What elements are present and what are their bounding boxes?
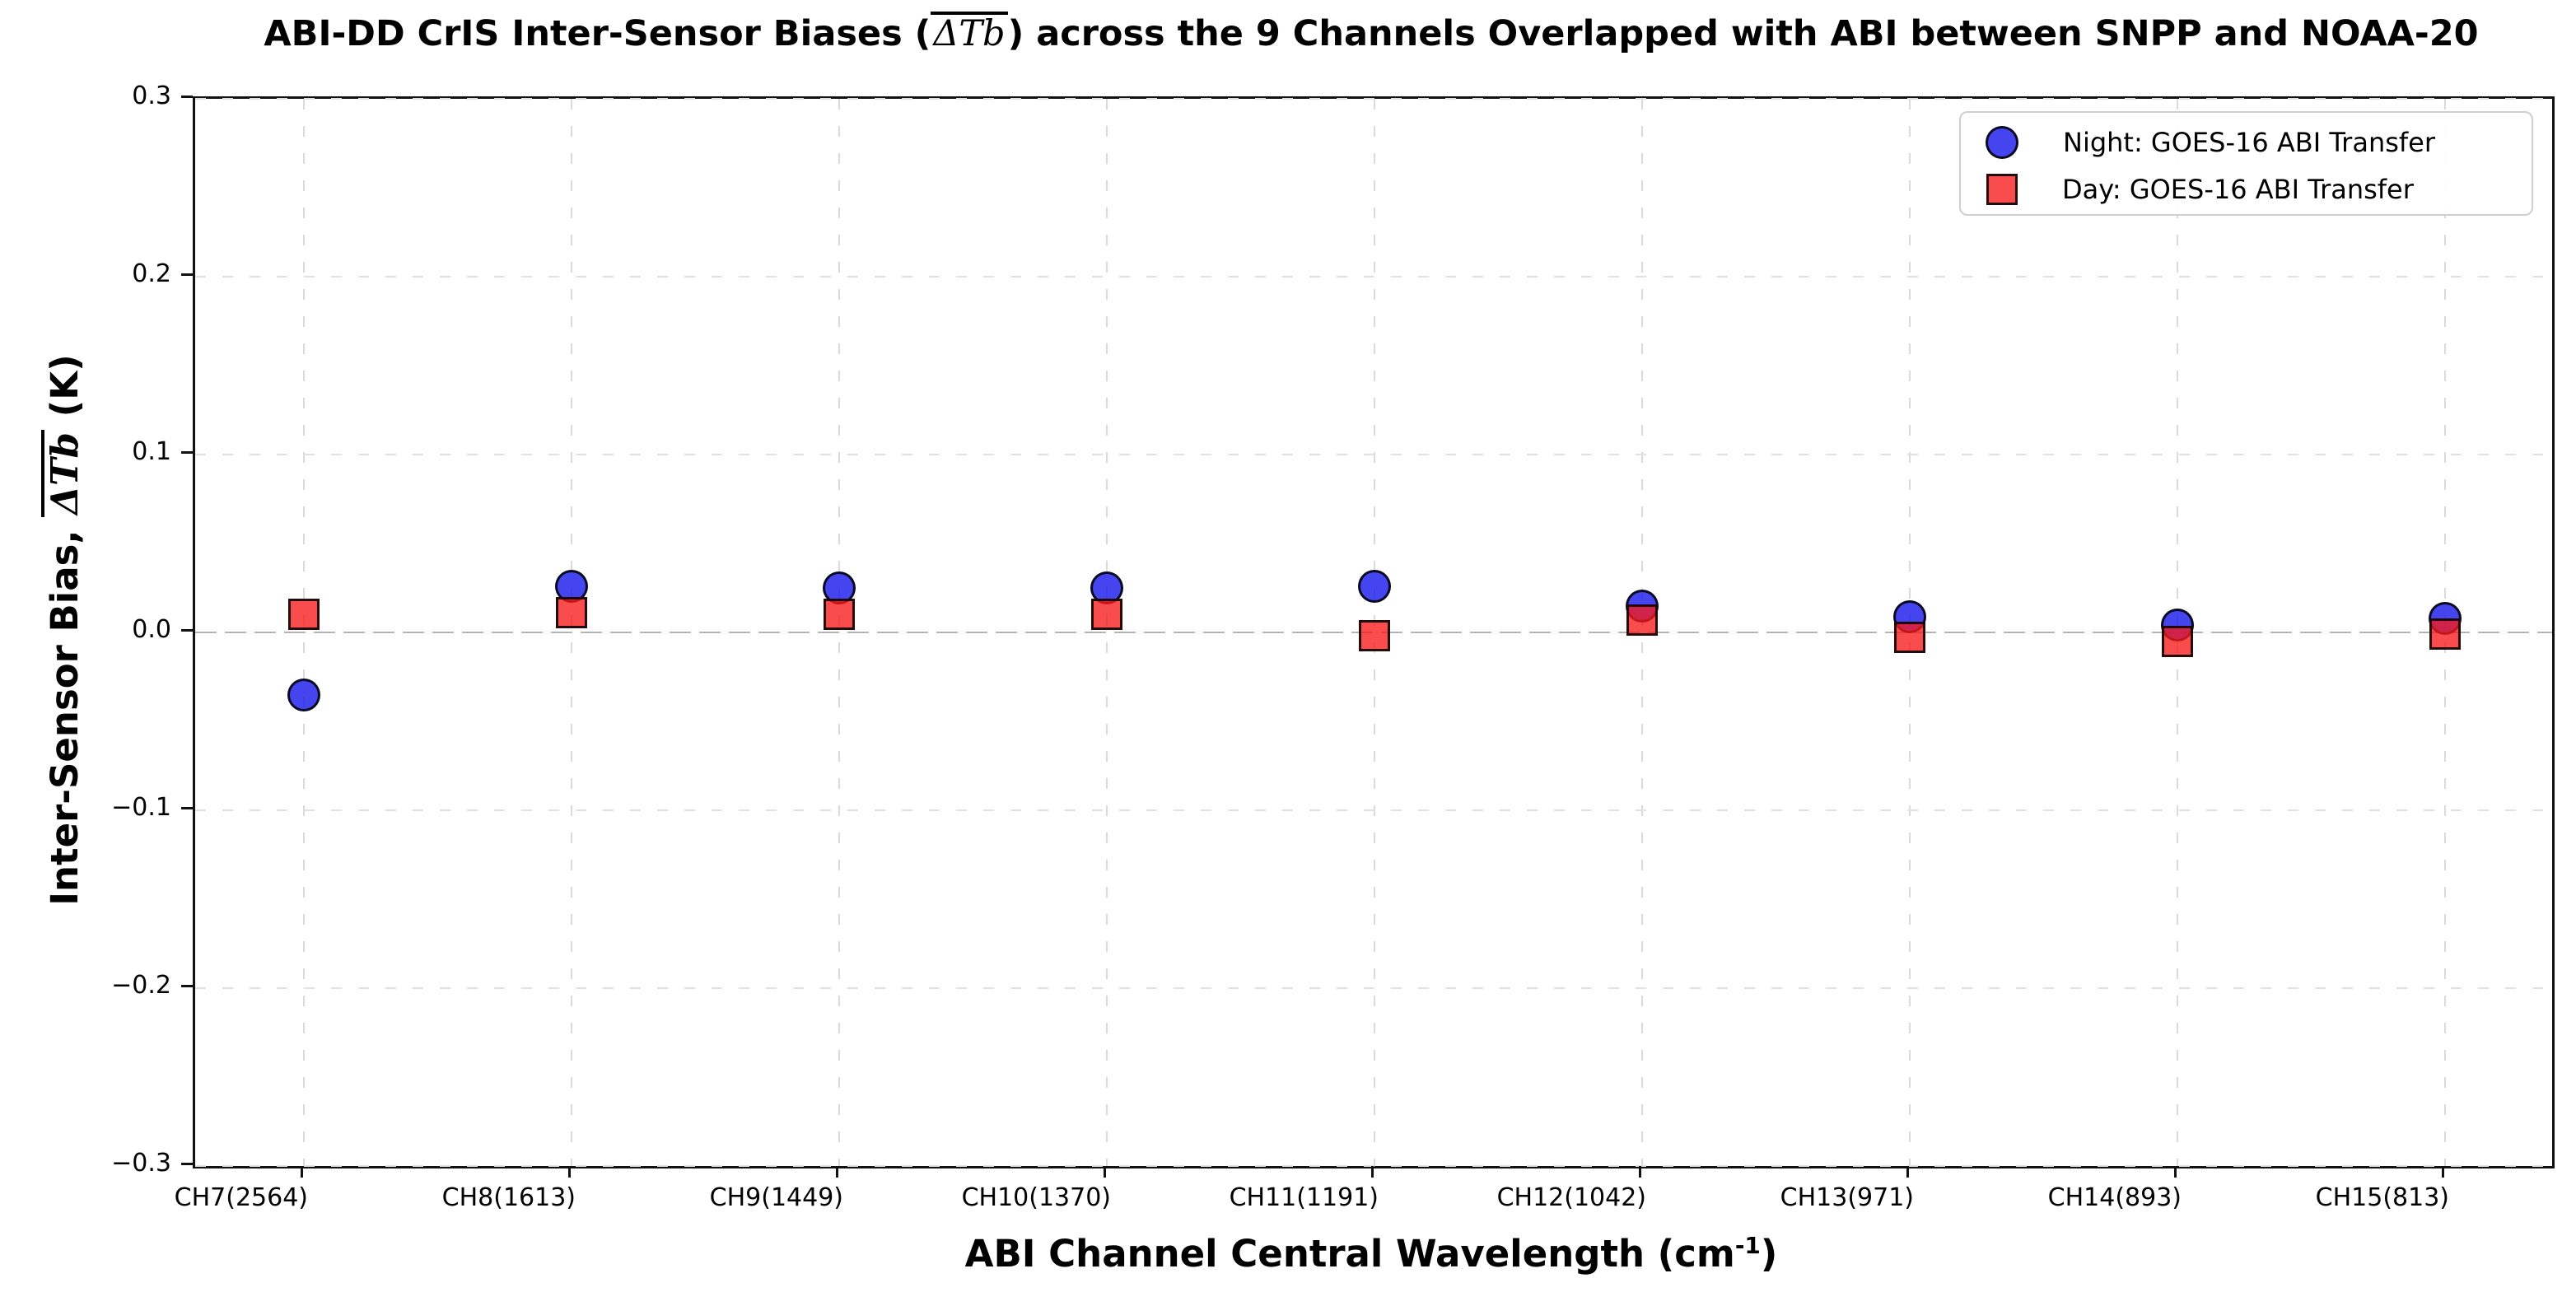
day-square-icon bbox=[1986, 173, 2018, 205]
y-axis-tick bbox=[181, 95, 193, 98]
x-tick-label: CH15(813) bbox=[2315, 1183, 2449, 1212]
horizontal-gridline bbox=[195, 276, 2552, 278]
y-tick-label: 0.0 bbox=[132, 615, 171, 644]
x-axis-label-prefix: ABI Channel Central Wavelength (cm bbox=[964, 1232, 1735, 1276]
data-point-day-CH15(813) bbox=[2429, 618, 2461, 651]
x-axis-tick bbox=[1906, 1166, 1909, 1178]
x-tick-label: CH13(971) bbox=[1780, 1183, 1914, 1212]
x-axis-tick bbox=[2441, 1166, 2444, 1178]
y-tick-label: 0.1 bbox=[132, 437, 171, 466]
x-tick-label: CH9(1449) bbox=[709, 1183, 843, 1212]
legend-item-night: Night: GOES-16 ABI Transfer bbox=[1961, 119, 2532, 166]
y-axis-tick bbox=[181, 1162, 193, 1165]
y-tick-label: −0.2 bbox=[111, 971, 171, 1000]
x-tick-label: CH7(2564) bbox=[174, 1183, 308, 1212]
data-point-day-CH11(1191) bbox=[1359, 620, 1390, 652]
x-axis-label-superscript: -1 bbox=[1734, 1232, 1761, 1259]
x-axis-tick bbox=[1370, 1166, 1374, 1178]
y-tick-label: 0.3 bbox=[132, 82, 171, 110]
x-axis-tick bbox=[835, 1166, 838, 1178]
data-point-day-CH12(1042) bbox=[1626, 604, 1658, 636]
y-axis-label-prefix: Inter-Sensor Bias, bbox=[43, 516, 86, 906]
chart-title: ABI-DD CrIS Inter-Sensor Biases (ΔTb) ac… bbox=[193, 12, 2550, 54]
data-point-day-CH9(1449) bbox=[824, 599, 855, 631]
plot-area bbox=[193, 96, 2555, 1168]
data-point-night-CH11(1191) bbox=[1358, 569, 1391, 603]
x-tick-label: CH14(893) bbox=[2047, 1183, 2182, 1212]
x-tick-label: CH11(1191) bbox=[1229, 1183, 1379, 1212]
legend-label-day: Day: GOES-16 ABI Transfer bbox=[2062, 173, 2414, 205]
data-point-day-CH14(893) bbox=[2162, 625, 2193, 657]
x-tick-label: CH12(1042) bbox=[1496, 1183, 1646, 1212]
y-axis-tick bbox=[181, 984, 193, 987]
x-axis-label: ABI Channel Central Wavelength (cm-1) bbox=[193, 1232, 2550, 1276]
chart-title-suffix: ) across the 9 Channels Overlapped with … bbox=[1007, 13, 2479, 54]
x-axis-tick bbox=[567, 1166, 571, 1178]
chart-title-math: ΔTb bbox=[931, 12, 1008, 53]
x-axis-label-suffix: ) bbox=[1760, 1232, 1778, 1276]
data-point-night-CH9(1449) bbox=[823, 571, 856, 604]
data-point-day-CH13(971) bbox=[1894, 622, 1925, 654]
y-axis-tick bbox=[181, 273, 193, 276]
horizontal-gridline bbox=[195, 809, 2552, 811]
x-axis-tick bbox=[1638, 1166, 1641, 1178]
data-point-night-CH8(1613) bbox=[555, 569, 588, 603]
horizontal-gridline bbox=[195, 454, 2552, 455]
legend-item-day: Day: GOES-16 ABI Transfer bbox=[1961, 166, 2532, 212]
data-point-night-CH10(1370) bbox=[1090, 571, 1123, 604]
y-axis-tick bbox=[181, 450, 193, 454]
x-tick-label: CH8(1613) bbox=[441, 1183, 576, 1212]
x-axis-tick bbox=[300, 1166, 303, 1178]
x-axis-tick bbox=[2173, 1166, 2177, 1178]
horizontal-gridline bbox=[195, 987, 2552, 989]
legend: Night: GOES-16 ABI Transfer Day: GOES-16… bbox=[1959, 111, 2533, 216]
night-circle-icon bbox=[1986, 125, 2018, 159]
data-point-day-CH10(1370) bbox=[1091, 599, 1122, 631]
y-tick-label: −0.1 bbox=[111, 793, 171, 822]
horizontal-gridline bbox=[195, 98, 2552, 100]
y-axis-label-suffix: (K) bbox=[43, 354, 86, 430]
data-point-day-CH8(1613) bbox=[556, 597, 587, 629]
x-tick-label: CH10(1370) bbox=[961, 1183, 1111, 1212]
legend-label-night: Night: GOES-16 ABI Transfer bbox=[2063, 126, 2435, 158]
data-point-day-CH7(2564) bbox=[288, 599, 320, 631]
y-axis-tick bbox=[181, 806, 193, 809]
y-tick-label: −0.3 bbox=[111, 1149, 171, 1178]
x-axis-tick bbox=[1103, 1166, 1106, 1178]
chart-title-prefix: ABI-DD CrIS Inter-Sensor Biases ( bbox=[264, 13, 931, 54]
data-point-night-CH7(2564) bbox=[287, 678, 320, 711]
y-tick-label: 0.2 bbox=[132, 259, 171, 288]
horizontal-gridline bbox=[195, 1165, 2552, 1167]
y-axis-tick bbox=[181, 628, 193, 632]
